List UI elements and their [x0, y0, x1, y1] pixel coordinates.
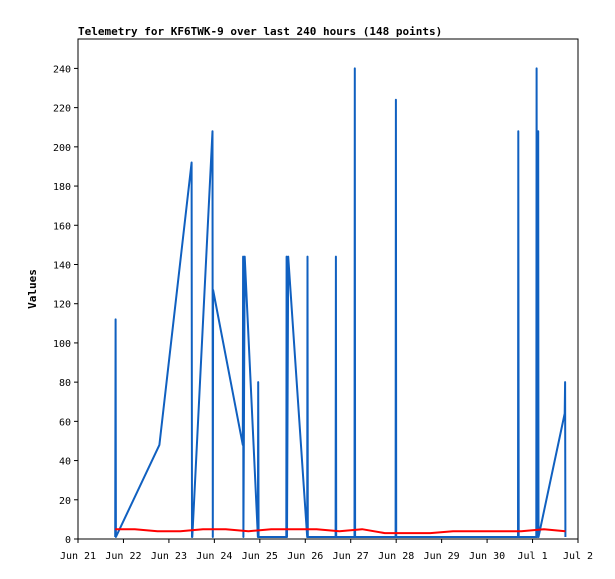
plot-frame	[77, 38, 579, 540]
x-tick-label: Jun 25	[242, 551, 278, 562]
x-tick-label: Jun 27	[333, 551, 369, 562]
y-tick-label: 120	[53, 300, 71, 311]
y-tick-label: 140	[53, 260, 71, 271]
y-tick-label: 200	[53, 143, 71, 154]
series-line-1	[115, 528, 566, 535]
x-tick-label: Jun 22	[105, 551, 141, 562]
x-tick-label: Jun 21	[60, 551, 96, 562]
y-tick-label: 20	[59, 496, 71, 507]
x-tick-label: Jun 29	[424, 551, 460, 562]
y-tick-label: 180	[53, 182, 71, 193]
y-tick-label: 220	[53, 104, 71, 115]
y-tick-label: 160	[53, 221, 71, 232]
y-tick-label: 40	[59, 457, 71, 468]
chart-title: Telemetry for KF6TWK-9 over last 240 hou…	[78, 25, 442, 38]
series-line-0	[114, 67, 567, 538]
x-tick-label: Jun 28	[378, 551, 414, 562]
y-tick-label: 80	[59, 378, 71, 389]
y-tick-label: 0	[65, 535, 71, 546]
x-tick-label: Jun 23	[151, 551, 187, 562]
y-axis-label: Values	[26, 269, 39, 309]
y-axis: 0 20 40 60 80 100 120 140 160 180 200 220 240	[53, 64, 78, 546]
x-tick-label: Jun 26	[287, 551, 323, 562]
x-tick-label: Jun 24	[196, 551, 232, 562]
y-tick-label: 60	[59, 417, 71, 428]
x-tick-label: Jun 30	[469, 551, 505, 562]
y-tick-label: 100	[53, 339, 71, 350]
series-layer	[114, 67, 567, 538]
x-tick-label: Jul 2	[563, 551, 593, 562]
x-axis: Jun 21 Jun 22 Jun 23 Jun 24 Jun 25 Jun 26 Jun …	[60, 539, 593, 562]
y-tick-label: 240	[53, 64, 71, 75]
x-tick-label: Jul 1	[517, 551, 547, 562]
